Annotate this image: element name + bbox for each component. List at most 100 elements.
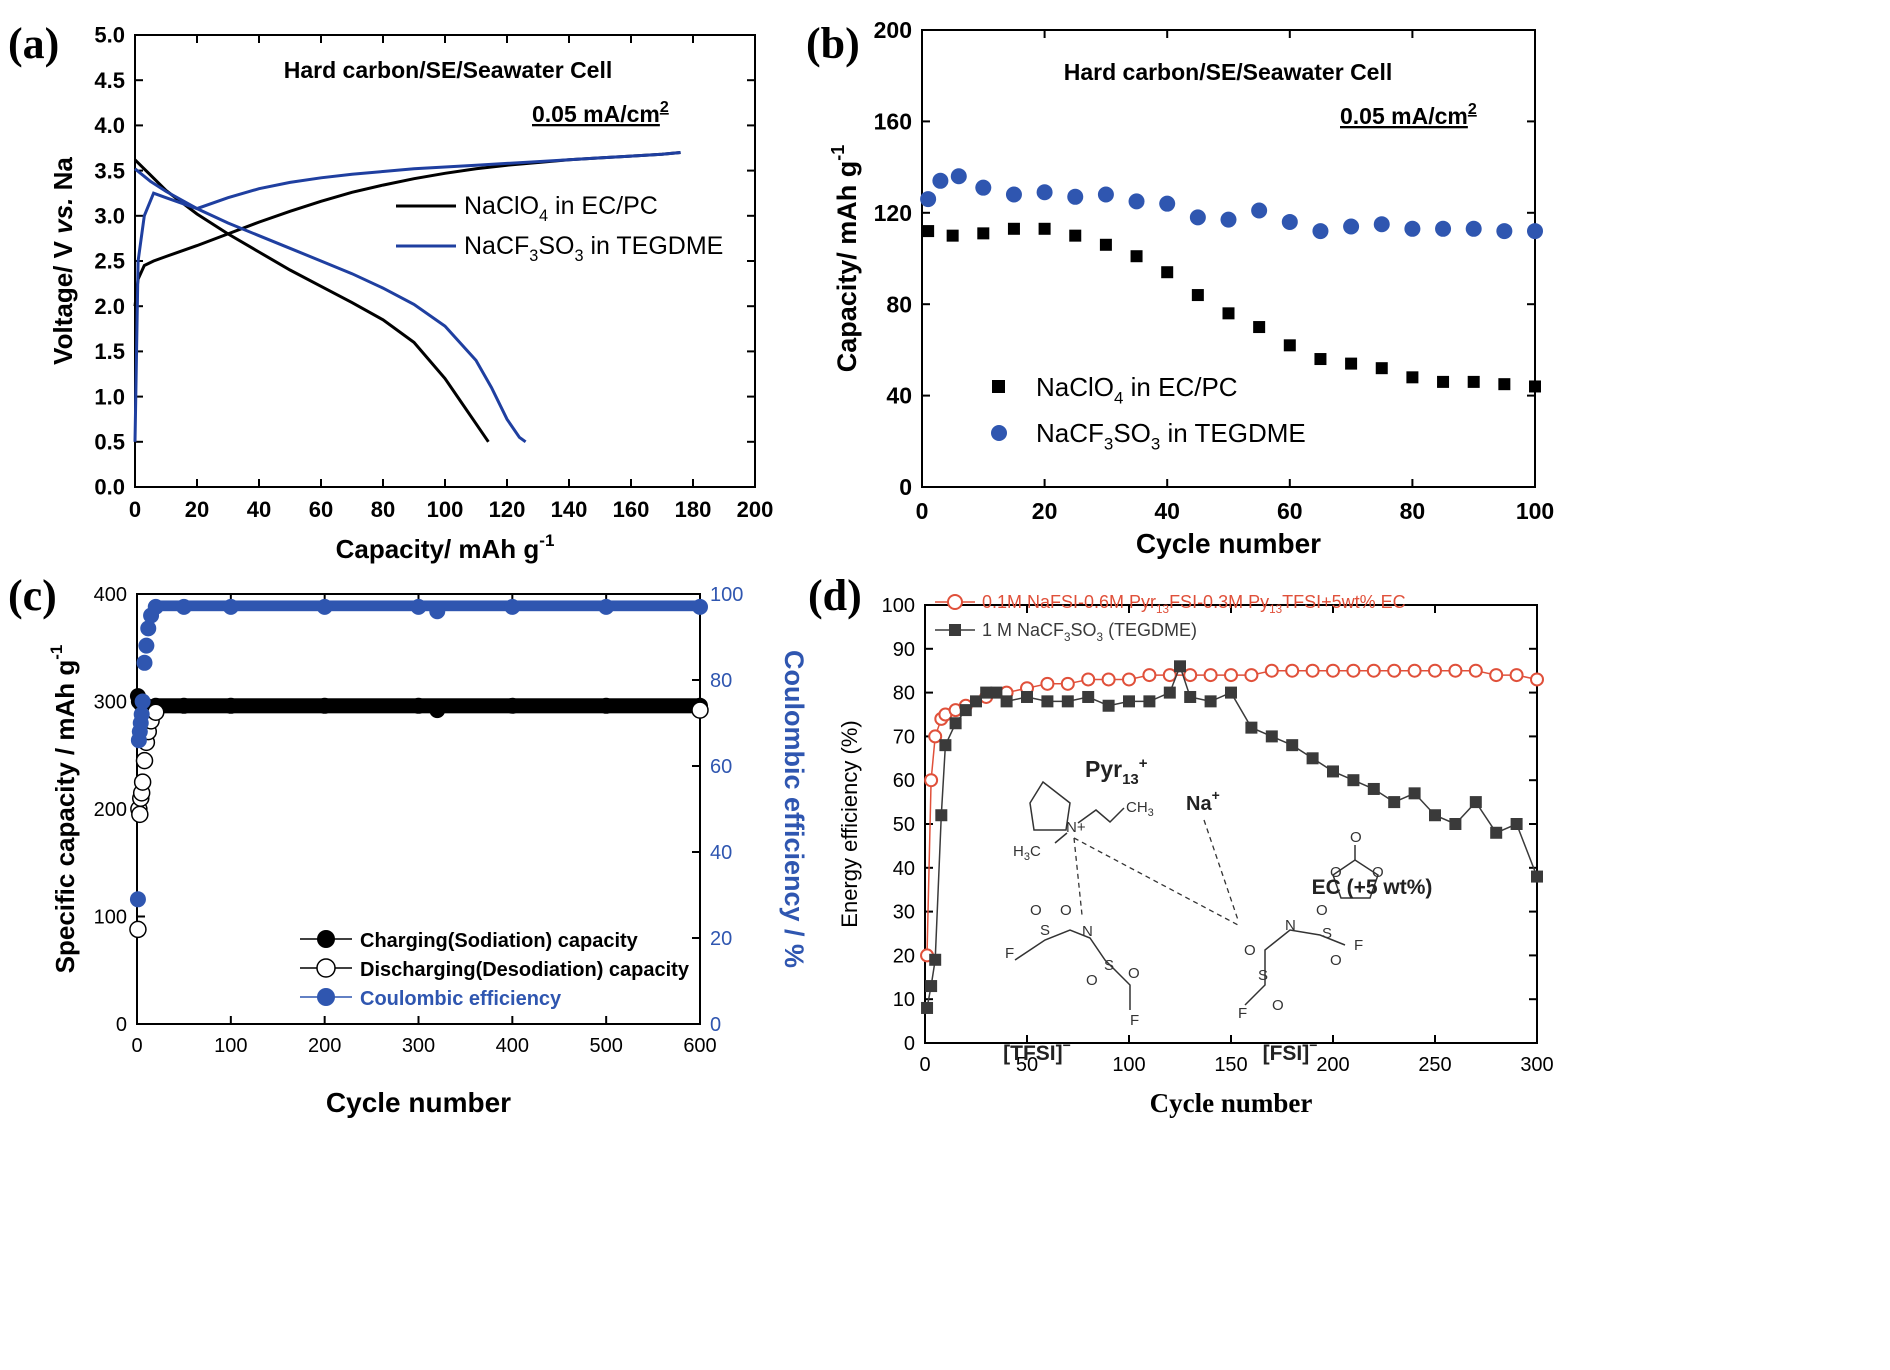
data-point (222, 697, 239, 714)
interaction-line (1073, 837, 1083, 916)
ec-label: EC (+5 wt%) (1312, 876, 1433, 899)
ch3-text: CH (1126, 799, 1148, 816)
pyr13-label: Pyr13+ (1085, 755, 1148, 788)
x-tick-label: 50 (1016, 1054, 1038, 1076)
fsi-sup: − (1309, 1037, 1317, 1053)
y-tick-label: 5.0 (94, 23, 125, 48)
data-point (131, 805, 149, 824)
data-point (1468, 663, 1483, 678)
data-point (429, 603, 446, 620)
x-tick-label: 250 (1418, 1054, 1451, 1076)
legend-label-rest: in EC/PC (548, 192, 658, 220)
ch3-label: CH3 (1126, 799, 1154, 819)
data-point (1204, 695, 1217, 708)
y-tick-label: 3.0 (94, 204, 125, 229)
series-line (133, 151, 681, 307)
data-point (1224, 668, 1238, 683)
legend-label-sub2: 3 (1151, 434, 1160, 453)
y-tick-label: 3.5 (94, 158, 125, 183)
panel-label: (b) (806, 19, 860, 68)
y2-tick-label: 60 (710, 756, 732, 778)
data-point (1005, 186, 1022, 203)
data-point (1253, 321, 1266, 334)
data-point (598, 697, 615, 714)
x-tick-label: 60 (1277, 498, 1303, 524)
x-tick-label: 60 (309, 497, 333, 522)
data-point (1021, 690, 1033, 703)
data-point (922, 225, 935, 238)
data-point (1404, 220, 1421, 237)
data-point (1312, 223, 1329, 240)
data-point (133, 706, 150, 723)
data-point (1530, 672, 1544, 687)
y-tick-label: 200 (94, 799, 127, 821)
y-tick-label: 0 (899, 474, 912, 500)
data-point (1099, 238, 1112, 251)
data-point (140, 620, 157, 637)
y-tick-label: 100 (94, 907, 127, 929)
x-tick-label: 100 (214, 1035, 247, 1057)
data-point (950, 168, 967, 185)
propyl-chain (1077, 807, 1125, 824)
legend-label-text: 1 M NaCF (982, 620, 1064, 640)
x-axis-label-sup: -1 (539, 531, 554, 550)
legend-label-text2: SO (1071, 620, 1097, 640)
y2-tick-label: 40 (710, 842, 732, 864)
data-point (1102, 699, 1115, 712)
data-point (129, 891, 146, 908)
legend-label-sub2: 3 (1097, 631, 1104, 644)
data-point (1367, 782, 1380, 795)
data-point (410, 598, 427, 615)
legend-label-sub: 3 (1064, 631, 1071, 644)
tfsi-skeleton (1014, 929, 1131, 1010)
data-point (1184, 690, 1197, 703)
rate-text: 0.05 mA/cm (1340, 103, 1468, 129)
data-point (1449, 818, 1462, 830)
cell-annotation: Hard carbon/SE/Seawater Cell (284, 57, 613, 83)
atom-o: O (1086, 972, 1098, 989)
x-axis-label: Cycle number (1150, 1088, 1313, 1118)
data-point (970, 695, 982, 708)
atom-o: O (1330, 864, 1342, 881)
data-point (932, 172, 949, 189)
data-point (147, 703, 165, 721)
data-point (1161, 266, 1174, 279)
x-tick-label: 200 (1316, 1054, 1349, 1076)
tfsi-text: [TFSI] (1003, 1042, 1062, 1065)
legend-label-sub: 4 (539, 207, 548, 225)
y-tick-label: 0 (904, 1033, 915, 1055)
atom-o: O (1330, 952, 1342, 969)
legend-label-rest: in EC/PC (1123, 372, 1237, 402)
na-label: Na+ (1186, 787, 1220, 815)
data-point (1510, 818, 1523, 830)
y-tick-label: 160 (874, 108, 912, 134)
y-tick-label: 4.0 (94, 113, 125, 138)
x-tick-label: 160 (613, 497, 650, 522)
x-tick-label: 600 (683, 1035, 716, 1057)
x-tick-label: 500 (589, 1035, 622, 1057)
series-line (926, 669, 1538, 956)
fsi-text: [FSI] (1263, 1042, 1310, 1065)
data-point (1467, 375, 1480, 388)
h3c-c: C (1030, 843, 1041, 860)
data-point (691, 701, 709, 719)
atom-f: F (1238, 1005, 1247, 1022)
data-point (133, 773, 152, 791)
plot-frame (921, 29, 1536, 488)
data-point (1189, 209, 1206, 226)
h3c-label: H3C (1013, 843, 1041, 863)
y-axis-label-2: vs. (48, 198, 78, 234)
atom-nplus: N+ (1066, 819, 1086, 836)
tfsi-sup: − (1063, 1037, 1071, 1053)
data-point (1222, 307, 1235, 320)
data-point (1163, 686, 1176, 699)
legend-marker (317, 988, 335, 1006)
y-tick-label: 90 (893, 639, 915, 661)
y-axis-label-text: Capacity/ mAh g (832, 161, 862, 373)
y2-axis-label: Coulombic efficiency / % (779, 650, 809, 968)
y-axis-label-3: Na (48, 157, 78, 198)
x-tick-label: 20 (1032, 498, 1058, 524)
atom-o: O (1372, 864, 1384, 881)
legend-label-text: NaCF (464, 232, 529, 260)
data-point (1375, 362, 1388, 375)
